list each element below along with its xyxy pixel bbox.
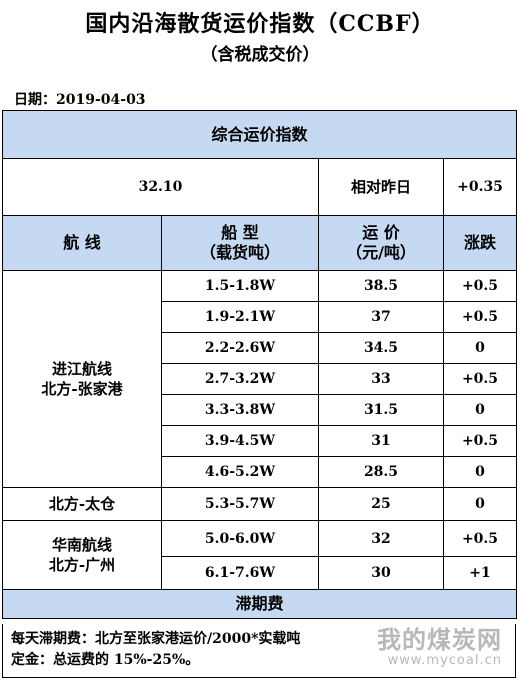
- ship-type-cell: 5.0-6.0W: [161, 520, 319, 557]
- watermark-url: www.mycoal.cn: [387, 653, 502, 668]
- price-cell: 32: [318, 520, 444, 557]
- table-row: 4.6-5.2W 28.5 0: [3, 456, 518, 488]
- change-cell: 0: [442, 394, 518, 426]
- ship-type-cell: 4.6-5.2W: [161, 456, 319, 488]
- ship-type-cell: 2.2-2.6W: [161, 332, 319, 364]
- table-row: 2.2-2.6W 34.5 0: [3, 332, 518, 364]
- table-row: 1.9-2.1W 37 +0.5: [3, 301, 518, 333]
- watermark: 我的煤炭网 www.mycoal.cn: [377, 620, 502, 668]
- route-cell-taicang: 北方-太仓: [2, 487, 162, 521]
- price-cell: 31: [318, 425, 444, 457]
- price-cell: 38.5: [318, 270, 444, 302]
- change-cell: +0.5: [442, 270, 518, 302]
- ship-type-cell: 6.1-7.6W: [161, 556, 319, 590]
- ship-type-title: 船 型: [221, 223, 259, 242]
- table-row: 2.7-3.2W 33 +0.5: [3, 363, 518, 395]
- route-name: 华南航线: [51, 536, 112, 554]
- change-cell: +0.5: [442, 363, 518, 395]
- table-row: 北方-太仓 5.3-5.7W 25 0: [2, 487, 518, 521]
- price-cell: 25: [318, 487, 444, 521]
- ship-type-cell: 3.3-3.8W: [161, 394, 319, 426]
- change-cell: +0.5: [442, 301, 518, 333]
- table-row: 进江航线 北方-张家港 1.5-1.8W 38.5 +0.5: [2, 270, 518, 488]
- freight-unit: （元/吨）: [346, 243, 416, 262]
- route-cell-guangzhou: 华南航线 北方-广州: [2, 520, 162, 590]
- ship-type-cell: 5.3-5.7W: [161, 487, 319, 521]
- page-title: 国内沿海散货运价指数（CCBF）: [85, 11, 435, 37]
- change-cell: +0.5: [442, 425, 518, 457]
- route-cell-zhangjiagang: 进江航线 北方-张家港: [2, 270, 162, 488]
- change-cell: 0: [442, 456, 518, 488]
- demurrage-rule: 每天滞期费：北方至张家港运价/2000*实载吨: [11, 631, 301, 647]
- composite-index-header: 综合运价指数: [1, 110, 518, 159]
- freight-column-header: 运 价 （元/吨）: [318, 215, 444, 271]
- change-cell: 0: [442, 332, 518, 364]
- composite-index-value: 32.10: [2, 158, 319, 216]
- route-name: 进江航线: [51, 360, 112, 378]
- change-cell: +1: [442, 556, 518, 590]
- relative-yesterday-label: 相对昨日: [318, 158, 444, 216]
- ship-type-cell: 2.7-3.2W: [161, 363, 319, 395]
- ship-type-cell: 1.9-2.1W: [161, 301, 319, 333]
- date-label: 日期：2019-04-03: [14, 92, 146, 108]
- table-row: 华南航线 北方-广州 5.0-6.0W 32 +0.5: [2, 520, 518, 590]
- price-cell: 37: [318, 301, 444, 333]
- price-cell: 33: [318, 363, 444, 395]
- change-cell: 0: [442, 487, 518, 521]
- demurrage-notes: 每天滞期费：北方至张家港运价/2000*实载吨 定金：总运费的 15%-25%。: [2, 624, 516, 678]
- ship-type-cell: 1.5-1.8W: [161, 270, 319, 302]
- ship-type-unit: （载货吨）: [199, 243, 280, 262]
- route-endpoints: 北方-广州: [48, 556, 116, 574]
- freight-index-table: 综合运价指数 32.10 相对昨日 +0.35 航 线 船 型 （载货吨） 运 …: [1, 110, 518, 619]
- freight-title: 运 价: [362, 223, 400, 242]
- change-column-header: 涨跌: [442, 215, 518, 271]
- change-cell: +0.5: [442, 520, 518, 557]
- deposit-rule: 定金：总运费的 15%-25%。: [11, 652, 200, 668]
- route-endpoints: 北方-张家港: [41, 380, 123, 398]
- price-cell: 34.5: [318, 332, 444, 364]
- composite-index-change: +0.35: [442, 158, 518, 216]
- price-cell: 31.5: [318, 394, 444, 426]
- table-row: 6.1-7.6W 30 +1: [3, 556, 518, 590]
- ship-type-column-header: 船 型 （载货吨）: [161, 215, 319, 271]
- table-row: 3.3-3.8W 31.5 0: [3, 394, 518, 426]
- route-column-header: 航 线: [2, 215, 162, 271]
- watermark-brand: 我的煤炭网: [377, 626, 502, 654]
- page-subtitle: （含税成交价）: [200, 45, 320, 65]
- ship-type-cell: 3.9-4.5W: [161, 425, 319, 457]
- demurrage-header: 滞期费: [1, 589, 518, 619]
- price-cell: 30: [318, 556, 444, 590]
- price-cell: 28.5: [318, 456, 444, 488]
